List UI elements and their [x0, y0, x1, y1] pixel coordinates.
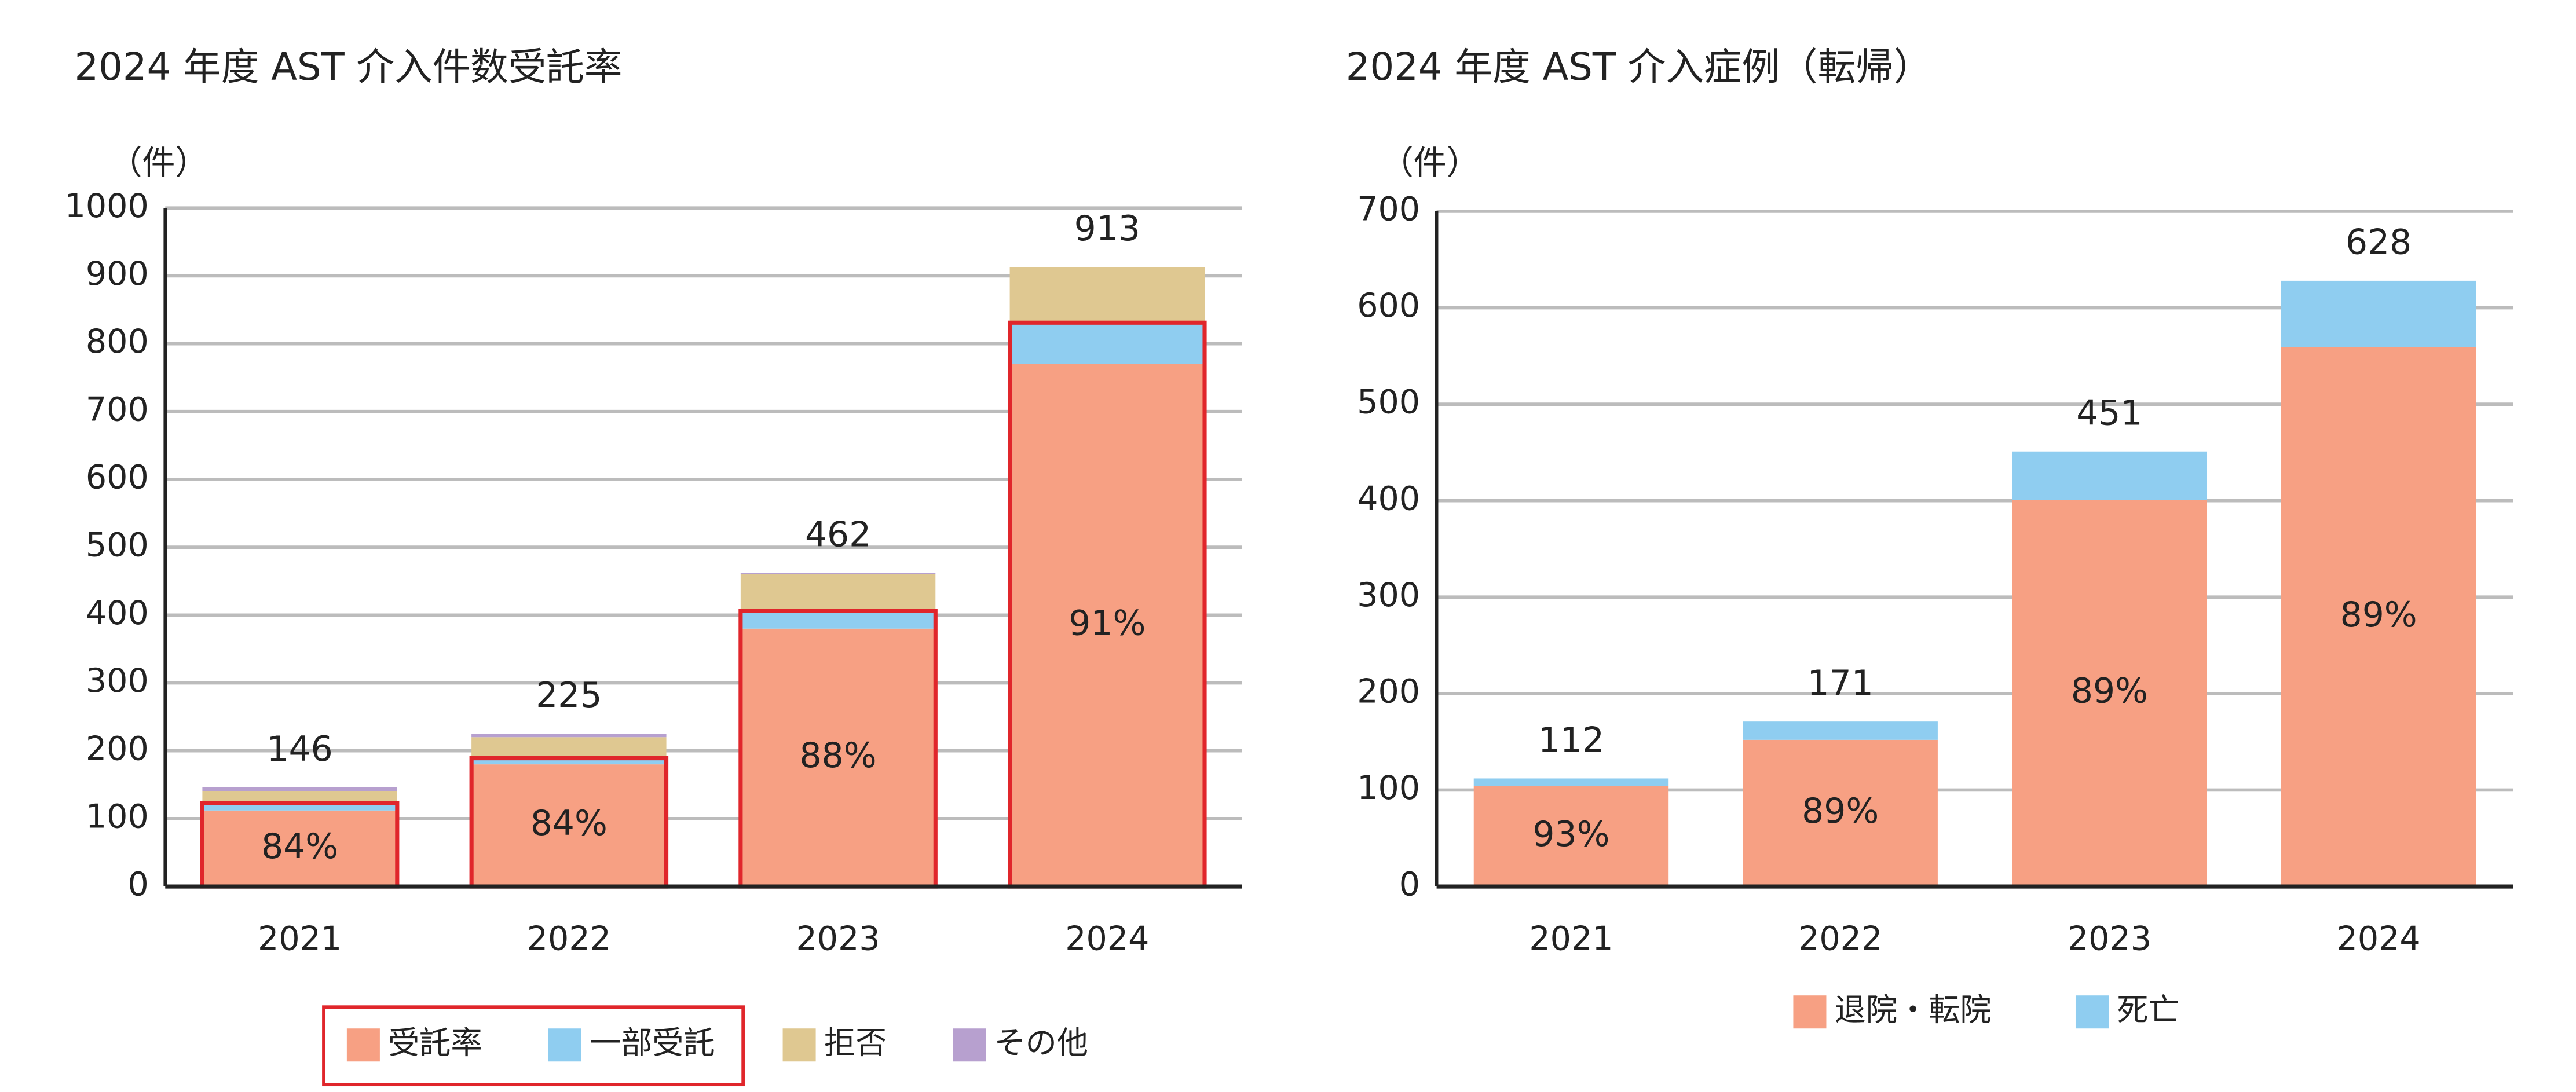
bar-segment — [1743, 739, 1938, 887]
legend-swatch — [782, 1028, 816, 1062]
bar-segment — [2012, 451, 2207, 500]
bar-segment — [471, 758, 667, 765]
y-tick-label: 600 — [86, 459, 149, 497]
y-tick-label: 100 — [1357, 769, 1420, 807]
x-tick-label: 2022 — [1798, 920, 1882, 958]
y-tick-label: 500 — [86, 526, 149, 565]
y-tick-label: 0 — [1399, 866, 1420, 904]
legend-swatch — [2075, 995, 2109, 1029]
x-tick-label: 2021 — [258, 920, 342, 958]
y-tick-label: 700 — [86, 390, 149, 428]
legend-highlight — [322, 1005, 745, 1087]
y-tick-label: 600 — [1357, 287, 1420, 325]
bar-segment — [1009, 364, 1205, 887]
total-label: 451 — [2076, 393, 2142, 434]
y-tick-label: 0 — [127, 866, 148, 904]
x-tick-label: 2024 — [2337, 920, 2421, 958]
legend-label: 一部受託 — [590, 1024, 715, 1061]
x-tick-label: 2024 — [1065, 920, 1149, 958]
y-tick-label: 1000 — [65, 187, 149, 225]
y-tick-label: 800 — [86, 323, 149, 361]
y-tick-label: 100 — [86, 797, 149, 836]
rate-label: 84% — [530, 803, 608, 844]
bar-segment — [1473, 786, 1669, 887]
legend-label: 死亡 — [2117, 991, 2179, 1028]
bar-segment — [740, 611, 936, 629]
rate-label: 88% — [800, 735, 877, 776]
rate-label: 93% — [1532, 814, 1609, 855]
total-label: 913 — [1074, 208, 1140, 249]
bar-segment — [1009, 323, 1205, 364]
bar-segment — [740, 573, 936, 575]
y-tick-label: 300 — [1357, 576, 1420, 614]
bar-segment — [202, 791, 397, 803]
rate-label: 84% — [261, 826, 338, 867]
bar-segment — [2281, 347, 2476, 887]
bar-segment — [740, 628, 936, 887]
y-tick-label: 500 — [1357, 383, 1420, 422]
rate-label: 89% — [1802, 791, 1879, 831]
total-label: 112 — [1538, 720, 1604, 760]
legend-swatch — [346, 1028, 380, 1062]
y-tick-label: 300 — [86, 662, 149, 700]
rate-label: 91% — [1069, 603, 1146, 643]
y-tick-label: 200 — [86, 730, 149, 768]
chart-title: 2024 年度 AST 介入症例（転帰） — [1346, 45, 1932, 89]
x-tick-label: 2022 — [527, 920, 611, 958]
total-label: 462 — [805, 515, 871, 555]
total-label: 628 — [2346, 222, 2412, 263]
bar-segment — [1473, 778, 1669, 786]
y-tick-label: 900 — [86, 255, 149, 293]
y-tick-label: 200 — [1357, 672, 1420, 710]
rate-label: 89% — [2340, 595, 2417, 635]
bar-segment — [471, 764, 667, 887]
bar-segment — [202, 787, 397, 791]
x-tick-label: 2023 — [796, 920, 880, 958]
bar-segment — [2012, 500, 2207, 887]
y-tick-label: 400 — [1357, 479, 1420, 518]
bar-segment — [1009, 267, 1205, 323]
y-axis-label: （件） — [1381, 144, 1480, 182]
x-tick-label: 2023 — [2068, 920, 2151, 958]
bar-segment — [1743, 721, 1938, 740]
total-label: 146 — [266, 729, 332, 769]
total-label: 225 — [536, 675, 602, 716]
legend-label: その他 — [994, 1024, 1088, 1061]
bar-segment — [471, 737, 667, 758]
bar-segment — [2281, 280, 2476, 347]
y-tick-label: 400 — [86, 594, 149, 632]
bar-segment — [202, 810, 397, 887]
y-axis-label: （件） — [109, 144, 208, 182]
chart-title: 2024 年度 AST 介入件数受託率 — [74, 45, 622, 89]
bar-segment — [740, 574, 936, 611]
legend-swatch — [548, 1028, 581, 1062]
legend-label: 退院・転院 — [1835, 991, 1992, 1028]
total-label: 171 — [1807, 663, 1874, 703]
bar-segment — [471, 734, 667, 738]
y-tick-label: 700 — [1357, 190, 1420, 229]
legend-label: 拒否 — [824, 1024, 887, 1061]
x-tick-label: 2021 — [1529, 920, 1613, 958]
legend-label: 受託率 — [388, 1024, 482, 1061]
legend-swatch — [1793, 995, 1827, 1029]
legend-swatch — [953, 1028, 986, 1062]
rate-label: 89% — [2071, 671, 2148, 712]
